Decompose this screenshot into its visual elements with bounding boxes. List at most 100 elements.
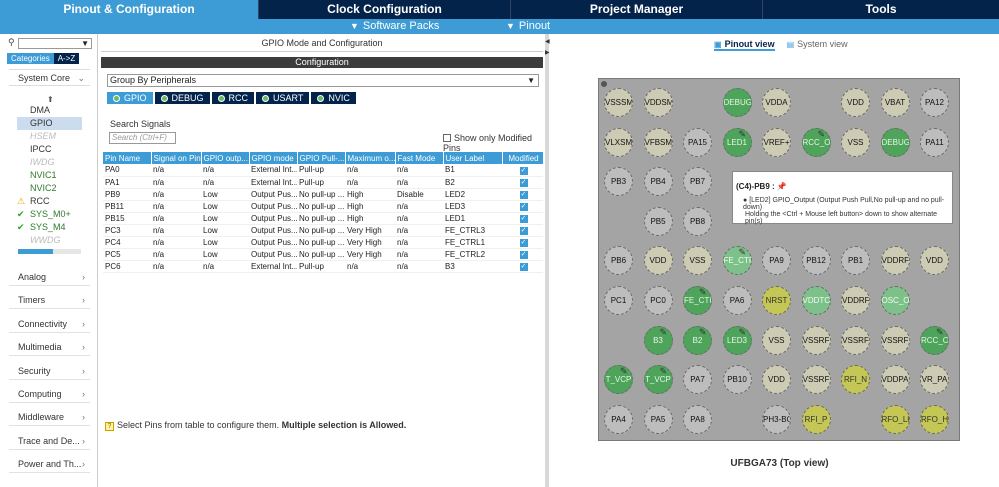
tab-pinout-configuration[interactable]: Pinout & Configuration [0,0,259,19]
pin-vssrf[interactable]: VSSRF [801,325,831,355]
tab-rcc[interactable]: RCC [211,92,255,104]
pin-b3[interactable]: B3 ✎ [643,325,673,355]
tab-pinout-view[interactable]: ▣ Pinout view [714,39,775,51]
pin-vddtcx[interactable]: VDDTCX [801,286,831,315]
pin-pc0[interactable]: PC0 [643,286,673,315]
table-row[interactable]: PC5 n/a Low Output Pus... No pull-up ... Very… [103,248,543,261]
tab-a-z[interactable]: A->Z [53,53,80,64]
modified-checkbox[interactable]: ✓ [519,215,528,223]
category-timers[interactable]: Timers › [9,292,90,310]
collapse-right-icon[interactable]: ▶ [545,50,550,56]
pin-pa7[interactable]: PA7 [683,365,712,395]
pin-vddsm[interactable]: VDDSM [643,88,673,117]
modified-checkbox[interactable]: ✓ [519,179,528,187]
panel-splitter[interactable] [545,34,549,487]
pin-rfi-p[interactable]: RFI_P [801,404,831,434]
category-computing[interactable]: Computing › [9,386,90,403]
tab-tools[interactable]: Tools [763,0,999,19]
pin-pb8[interactable]: PB8 [683,206,712,236]
pinout-menu[interactable]: ▼ Pinout [506,19,550,34]
pin-vssrf[interactable]: VSSRF [801,365,831,395]
column-header[interactable]: GPIO outp... [201,152,250,164]
category-multimedia[interactable]: Multimedia › [9,339,90,357]
search-input[interactable]: ▼ [18,38,92,49]
peripheral-item-rcc[interactable]: ⚠ RCC [17,195,82,208]
column-header[interactable]: User Label [443,152,503,164]
peripheral-item-nvic1[interactable]: NVIC1 [17,169,82,182]
pin-vref-[interactable]: VREF+ [762,127,791,157]
column-header[interactable]: Fast Mode [395,152,444,164]
peripheral-item-sys-m4[interactable]: ✔ SYS_M4 [17,221,82,234]
tab-usart[interactable]: USART [256,92,310,104]
category-trace-and-de-[interactable]: Trace and De... › [9,433,90,450]
pin-vss[interactable]: VSS [683,246,712,276]
pin-vss[interactable]: VSS [841,127,870,157]
category-analog[interactable]: Analog › [9,269,90,286]
category-middleware[interactable]: Middleware › [9,409,90,427]
pin-vdd[interactable]: VDD [643,246,673,276]
peripheral-item-ipcc[interactable]: IPCC [17,143,82,156]
pin-vsssmp[interactable]: VSSSMP [604,88,633,117]
pin-pb6[interactable]: PB6 [604,246,633,276]
tab-nvic[interactable]: NVIC [311,92,356,104]
pin-pb4[interactable]: PB4 [643,167,673,197]
peripheral-item-iwdg[interactable]: IWDG [17,156,82,169]
tab-clock-configuration[interactable]: Clock Configuration [259,0,511,19]
pin-vddrf1[interactable]: VDDRF1 [841,286,870,315]
pin-pb7[interactable]: PB7 [683,167,712,197]
modified-checkbox[interactable]: ✓ [519,166,528,175]
pin-debug[interactable]: DEBUG [722,88,752,117]
tab-project-manager[interactable]: Project Manager [511,0,763,19]
pin-fe-ctr[interactable]: FE_CTR✎ [683,286,712,315]
peripheral-item-sys-m0-[interactable]: ✔ SYS_M0+ [17,208,82,221]
sort-icon[interactable]: ⬆ [47,95,54,104]
pin-vddpa[interactable]: VDDPA [880,365,910,395]
peripheral-item-hsem[interactable]: HSEM [17,130,82,143]
group-by-select[interactable]: Group By Peripherals ▼ [107,74,539,87]
tab-categories[interactable]: Categories [7,53,54,64]
pin-led3[interactable]: LED3 ✎ [722,325,752,355]
tab-gpio[interactable]: GPIO [107,92,153,104]
pin-pb10[interactable]: PB10 [722,365,752,395]
pin-nrst[interactable]: NRST [762,286,791,315]
column-header[interactable]: Pin Name [103,152,152,164]
table-row[interactable]: PB15 n/a Low Output Pus... No pull-up ... Hig… [103,212,543,225]
table-row[interactable]: PC6 n/a n/a External Int... Pull-up n/a n/a B3 ✓ [103,260,543,273]
pin-vddrf[interactable]: VDDRF [880,246,910,276]
search-signals-input[interactable]: Search (Ctrl+F) [109,132,176,144]
pin-ph3-bo[interactable]: PH3-BO [762,404,791,434]
pin-pa15[interactable]: PA15 [683,127,712,157]
modified-checkbox[interactable]: ✓ [519,251,528,259]
pin-pb3[interactable]: PB3 [604,167,633,197]
modified-checkbox[interactable]: ✓ [519,203,528,211]
column-header[interactable]: Maximum o... [345,152,396,164]
category-system-core[interactable]: System Core ⌄ [9,69,90,86]
pin-vdd[interactable]: VDD [762,365,791,395]
pin-t-vcp[interactable]: T_VCP ✎ [604,365,633,395]
column-header[interactable]: GPIO Pull-... [297,152,346,164]
modified-checkbox[interactable]: ✓ [519,263,528,271]
pin-osc-o[interactable]: OSC_O [880,286,910,315]
pin-pa12[interactable]: PA12 [920,88,949,117]
pin-fe-ctr[interactable]: FE_CTR✎ [722,246,752,276]
column-header[interactable]: Signal on Pin [151,152,202,164]
pin-t-vcp[interactable]: T_VCP ✎ [643,365,673,395]
peripheral-item-gpio[interactable]: GPIO [17,117,82,130]
pin-b2[interactable]: B2 ✎ [683,325,712,355]
category-connectivity[interactable]: Connectivity › [9,316,90,333]
pin-pa11[interactable]: PA11 [920,127,949,157]
pin-rfo-lp[interactable]: RFO_LP [880,404,910,434]
collapse-left-icon[interactable]: ◀ [545,39,550,45]
pin-pb5[interactable]: PB5 [643,206,673,236]
pin-pc1[interactable]: PC1 [604,286,633,315]
pin-vssrf[interactable]: VSSRF [841,325,870,355]
pin-vdd[interactable]: VDD [920,246,949,276]
modified-checkbox[interactable]: ✓ [519,191,528,199]
table-row[interactable]: PA1 n/a n/a External Int... Pull-up n/a n/a B2 ✓ [103,176,543,189]
category-power-and-th-[interactable]: Power and Th... › [9,456,90,474]
modified-checkbox[interactable]: ✓ [519,239,528,247]
table-row[interactable]: PB9 n/a Low Output Pus... No pull-up ... High… [103,188,543,201]
pin-rcc-o[interactable]: RCC_O ✎ [920,325,949,355]
modified-checkbox[interactable]: ✓ [519,227,528,235]
